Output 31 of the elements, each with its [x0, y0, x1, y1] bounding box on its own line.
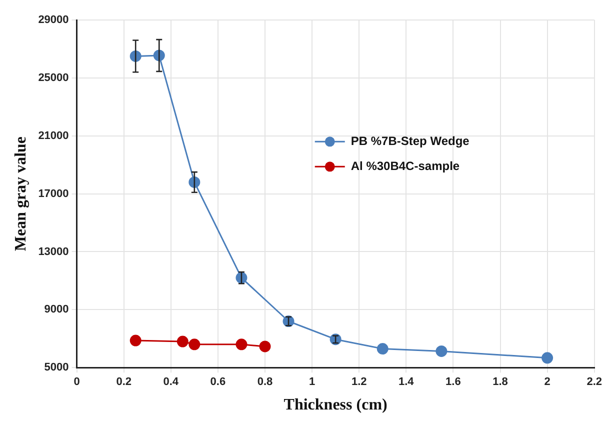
- legend-label: PB %7B-Step Wedge: [350, 134, 470, 148]
- point: [376, 343, 388, 355]
- point: [130, 334, 142, 346]
- y-tick-label: 5000: [44, 362, 69, 374]
- y-tick-label: 17000: [38, 188, 69, 200]
- x-tick-label: 1.4: [398, 376, 415, 388]
- x-tick-label: 1.6: [446, 376, 461, 388]
- y-tick-label: 25000: [38, 72, 69, 84]
- y-tick-label: 9000: [44, 304, 69, 316]
- x-tick-label: 0: [74, 376, 80, 388]
- point: [176, 336, 188, 348]
- legend-label: Al %30B4C-sample: [350, 158, 460, 173]
- point: [436, 345, 448, 357]
- y-axis-title: Mean gray value: [12, 136, 30, 252]
- y-tick-label: 21000: [38, 130, 69, 142]
- point: [542, 352, 554, 364]
- point: [236, 338, 248, 350]
- y-tick-label: 29000: [38, 14, 69, 26]
- x-tick-label: 2: [544, 376, 550, 388]
- point: [188, 338, 200, 350]
- x-tick-label: 0.6: [210, 376, 226, 388]
- x-tick-label: 0.8: [257, 376, 273, 388]
- x-axis-title: Thickness (cm): [284, 396, 388, 414]
- x-tick-label: 1: [308, 376, 316, 388]
- x-tick-label: 2.2: [586, 376, 602, 388]
- x-tick-label: 0.4: [163, 376, 180, 388]
- x-tick-label: 0.2: [116, 376, 132, 388]
- point: [259, 340, 271, 352]
- x-tick-label: 1.8: [492, 376, 508, 388]
- x-tick-label: 1.2: [351, 376, 367, 388]
- y-tick-label: 13000: [38, 246, 69, 258]
